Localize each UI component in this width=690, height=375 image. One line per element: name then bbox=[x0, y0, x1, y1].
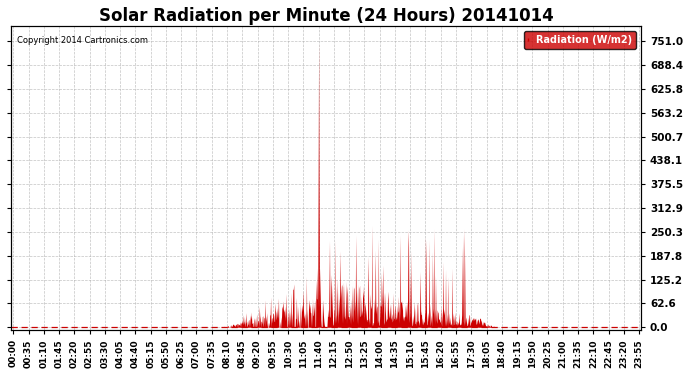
Title: Solar Radiation per Minute (24 Hours) 20141014: Solar Radiation per Minute (24 Hours) 20… bbox=[99, 7, 553, 25]
Legend: Radiation (W/m2): Radiation (W/m2) bbox=[524, 32, 636, 49]
Text: Copyright 2014 Cartronics.com: Copyright 2014 Cartronics.com bbox=[17, 36, 148, 45]
